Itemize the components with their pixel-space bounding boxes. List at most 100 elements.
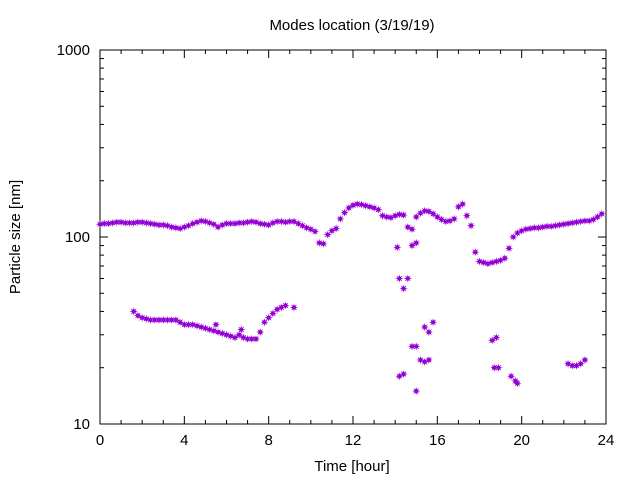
data-point: [138, 313, 147, 322]
data-point: [494, 363, 503, 372]
data-point: [488, 336, 497, 345]
data-point: [513, 379, 522, 388]
data-point: [450, 214, 459, 223]
data-point: [420, 206, 429, 215]
y-tick-label: 10: [73, 416, 90, 433]
data-point: [176, 224, 185, 233]
data-point: [214, 328, 223, 337]
data-point: [260, 220, 269, 229]
data-point: [218, 220, 227, 229]
data-point: [129, 218, 138, 227]
data-point: [142, 314, 151, 323]
x-tick-label: 20: [513, 432, 530, 449]
data-point: [593, 212, 602, 221]
data-point: [205, 218, 214, 227]
data-point: [311, 227, 320, 236]
data-point: [163, 221, 172, 230]
data-point: [559, 220, 568, 229]
data-point: [211, 320, 220, 329]
data-point: [475, 257, 484, 266]
data-point: [138, 218, 147, 227]
data-point: [454, 202, 463, 211]
data-point: [505, 244, 514, 253]
data-point: [302, 223, 311, 232]
data-point: [399, 370, 408, 379]
data-point: [96, 220, 104, 229]
data-point: [433, 212, 442, 221]
data-point: [247, 217, 256, 226]
data-point: [188, 320, 197, 329]
data-point: [429, 209, 438, 218]
data-point: [462, 211, 471, 220]
data-point: [507, 372, 516, 381]
data-point: [500, 254, 509, 263]
data-point: [395, 210, 404, 219]
data-point: [150, 220, 159, 229]
data-point: [209, 220, 218, 229]
data-point: [180, 223, 189, 232]
x-axis-title: Time [hour]: [314, 458, 389, 475]
data-point: [230, 219, 239, 228]
data-point: [526, 224, 535, 233]
data-point: [197, 323, 206, 332]
x-tick-label: 4: [180, 432, 188, 449]
data-point: [319, 239, 328, 248]
data-point: [479, 258, 488, 267]
data-point: [218, 329, 227, 338]
x-tick-label: 0: [96, 432, 104, 449]
data-point: [192, 321, 201, 330]
data-point: [492, 257, 501, 266]
data-point: [171, 223, 180, 232]
data-point: [576, 217, 585, 226]
data-point: [597, 209, 606, 218]
data-point: [197, 216, 206, 225]
data-point: [412, 238, 421, 247]
data-point: [243, 218, 252, 227]
data-point: [332, 224, 341, 233]
data-point: [420, 323, 429, 332]
data-point: [393, 243, 402, 252]
data-point: [534, 223, 543, 232]
data-point: [340, 208, 349, 217]
data-point: [159, 220, 168, 229]
y-axis-title: Particle size [nm]: [7, 180, 24, 294]
data-point: [568, 218, 577, 227]
data-point: [365, 202, 374, 211]
data-point: [374, 205, 383, 214]
data-point: [117, 218, 126, 227]
data-point: [188, 219, 197, 228]
data-point: [441, 217, 450, 226]
data-point: [378, 211, 387, 220]
y-tick-label: 100: [65, 229, 90, 246]
x-tick-label: 16: [429, 432, 446, 449]
data-point: [403, 274, 412, 283]
data-point: [538, 223, 547, 232]
data-point: [382, 212, 391, 221]
data-point: [361, 201, 370, 210]
chart-title: Modes location (3/19/19): [269, 17, 434, 34]
data-point: [572, 218, 581, 227]
data-point: [408, 241, 417, 250]
data-point: [408, 225, 417, 234]
data-point: [589, 215, 598, 224]
data-point: [289, 303, 298, 312]
data-point: [281, 218, 290, 227]
data-point: [395, 274, 404, 283]
data-point: [237, 325, 246, 334]
data-points: [96, 200, 606, 396]
data-point: [205, 325, 214, 334]
data-point: [412, 387, 421, 396]
axis-tick-labels: 0 4 8 12 16 20 24 10 100 1000: [57, 42, 615, 449]
data-point: [399, 284, 408, 293]
data-point: [412, 342, 421, 351]
data-point: [108, 218, 117, 227]
data-point: [277, 217, 286, 226]
data-point: [256, 219, 265, 228]
data-point: [167, 223, 176, 232]
data-point: [260, 318, 269, 327]
data-point: [492, 333, 501, 342]
data-point: [349, 201, 357, 210]
data-point: [281, 301, 290, 310]
data-point: [209, 326, 218, 335]
